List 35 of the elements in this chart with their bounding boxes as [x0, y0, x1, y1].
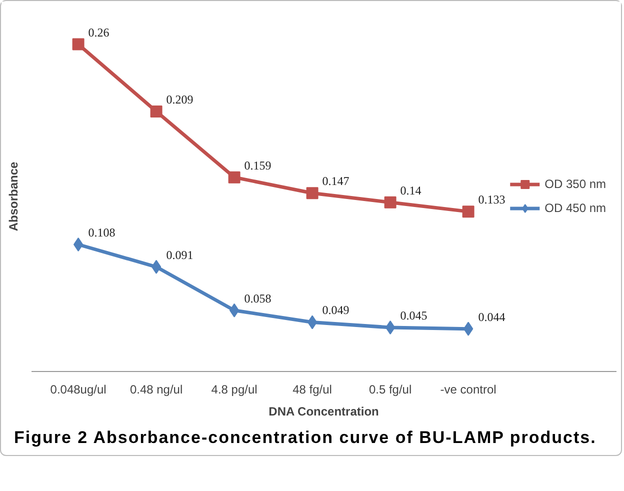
data-label: 0.058: [244, 291, 272, 306]
caption: Figure 2 Absorbance-concentration curve of BU-LAMP products.: [14, 427, 596, 449]
x-tick-label: 4.8 pg/ul: [211, 382, 258, 396]
x-tick-label: 48 fg/ul: [292, 382, 332, 396]
data-label: 0.091: [166, 248, 194, 262]
x-tick-label: 0.48 ng/ul: [130, 382, 183, 396]
point: [151, 260, 162, 274]
data-label: 0.209: [166, 92, 194, 106]
legend-label: OD 450 nm: [544, 201, 606, 215]
x-axis-title: DNA Concentration: [268, 404, 379, 418]
point: [385, 320, 396, 334]
data-label: 0.044: [478, 310, 506, 324]
x-tick-label: 0.5 fg/ul: [368, 382, 412, 396]
point: [463, 322, 474, 336]
point: [73, 238, 84, 252]
x-tick-label: -ve control: [440, 382, 496, 396]
data-label: 0.26: [88, 25, 110, 40]
point: [150, 105, 162, 118]
data-label: 0.045: [400, 308, 428, 322]
data-label: 0.049: [322, 303, 350, 318]
data-label: 0.14: [400, 183, 422, 198]
point: [228, 171, 240, 184]
point: [462, 206, 474, 218]
point: [72, 38, 84, 50]
data-label: 0.147: [322, 174, 350, 188]
point: [307, 315, 318, 330]
y-axis-title: Absorbance: [6, 162, 20, 232]
legend-label: OD 350 nm: [544, 177, 606, 191]
x-tick-label: 0.048ug/ul: [50, 382, 106, 396]
data-label: 0.159: [244, 158, 272, 172]
point: [229, 303, 240, 318]
data-label: 0.133: [478, 192, 506, 207]
data-label: 0.108: [88, 226, 116, 240]
point: [384, 196, 396, 208]
point: [306, 187, 318, 200]
